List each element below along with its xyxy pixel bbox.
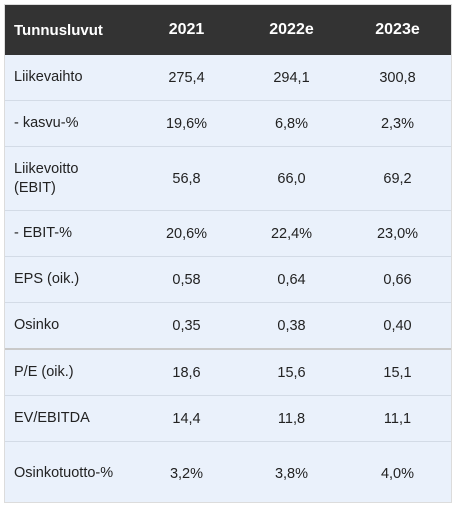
row-value: 22,4% [270,225,313,242]
row-value: 15,6 [277,364,306,381]
row-label: Liikevaihto [14,69,83,85]
header-row: Tunnusluvut 2021 2022e 2023e [5,5,451,55]
row-value: 20,6% [165,225,208,242]
table-row-ebit-pct: - EBIT-% 20,6% 22,4% 23,0% [5,210,451,257]
row-value: 294,1 [273,69,310,86]
row-value: 0,40 [383,317,412,334]
table-row-osinko: Osinko 0,35 0,38 0,40 [5,302,451,349]
table-row-osinkotuotto: Osinkotuotto-% 3,2% 3,8% 4,0% [5,441,451,502]
header-year-2021: 2021 [168,21,205,38]
table-row-liikevaihto: Liikevaihto 275,4 294,1 300,8 [5,55,451,101]
row-value: 19,6% [165,115,208,132]
row-value: 69,2 [383,170,412,187]
row-value: 66,0 [277,170,306,187]
row-label: P/E (oik.) [14,364,74,380]
row-value: 0,66 [383,271,412,288]
row-value: 15,1 [383,364,412,381]
table-row-ev-ebitda: EV/EBITDA 14,4 11,8 11,1 [5,395,451,442]
row-label: - EBIT-% [14,225,73,241]
row-value: 3,8% [274,465,309,482]
row-value: 0,38 [277,317,306,334]
row-value: 6,8% [274,115,309,132]
header-year-2023e: 2023e [375,21,420,38]
row-label: - kasvu-% [14,115,79,131]
row-label: EPS (oik.) [14,271,80,287]
row-value: 3,2% [169,465,204,482]
row-value: 56,8 [172,170,201,187]
row-value: 0,35 [172,317,201,334]
row-value: 0,64 [277,271,306,288]
row-value: 275,4 [168,69,205,86]
table-row-liikevoitto: Liikevoitto (EBIT) 56,8 66,0 69,2 [5,146,451,211]
row-value: 11,1 [383,410,412,427]
key-figures-table: Tunnusluvut 2021 2022e 2023e Liikevaihto… [5,5,451,502]
row-value: 14,4 [172,410,201,427]
row-value: 11,8 [277,410,306,427]
row-value: 23,0% [376,225,419,242]
row-label: Osinko [14,317,60,333]
table-row-kasvu: - kasvu-% 19,6% 6,8% 2,3% [5,100,451,147]
table-header: Tunnusluvut 2021 2022e 2023e [5,5,451,55]
row-value: 4,0% [380,465,415,482]
key-figures-table-container: Tunnusluvut 2021 2022e 2023e Liikevaihto… [4,4,452,503]
header-label: Tunnusluvut [14,21,103,39]
row-label: EV/EBITDA [14,410,90,426]
row-value: 0,58 [172,271,201,288]
row-value: 2,3% [380,115,415,132]
row-value: 300,8 [379,69,416,86]
row-label: Liikevoitto (EBIT) [14,160,79,196]
header-year-2022e: 2022e [269,21,314,38]
table-row-pe: P/E (oik.) 18,6 15,6 15,1 [5,349,451,396]
row-value: 18,6 [172,364,201,381]
table-row-eps: EPS (oik.) 0,58 0,64 0,66 [5,256,451,303]
table-body: Liikevaihto 275,4 294,1 300,8 - kasvu-% … [5,55,451,502]
row-label: Osinkotuotto-% [14,465,114,481]
